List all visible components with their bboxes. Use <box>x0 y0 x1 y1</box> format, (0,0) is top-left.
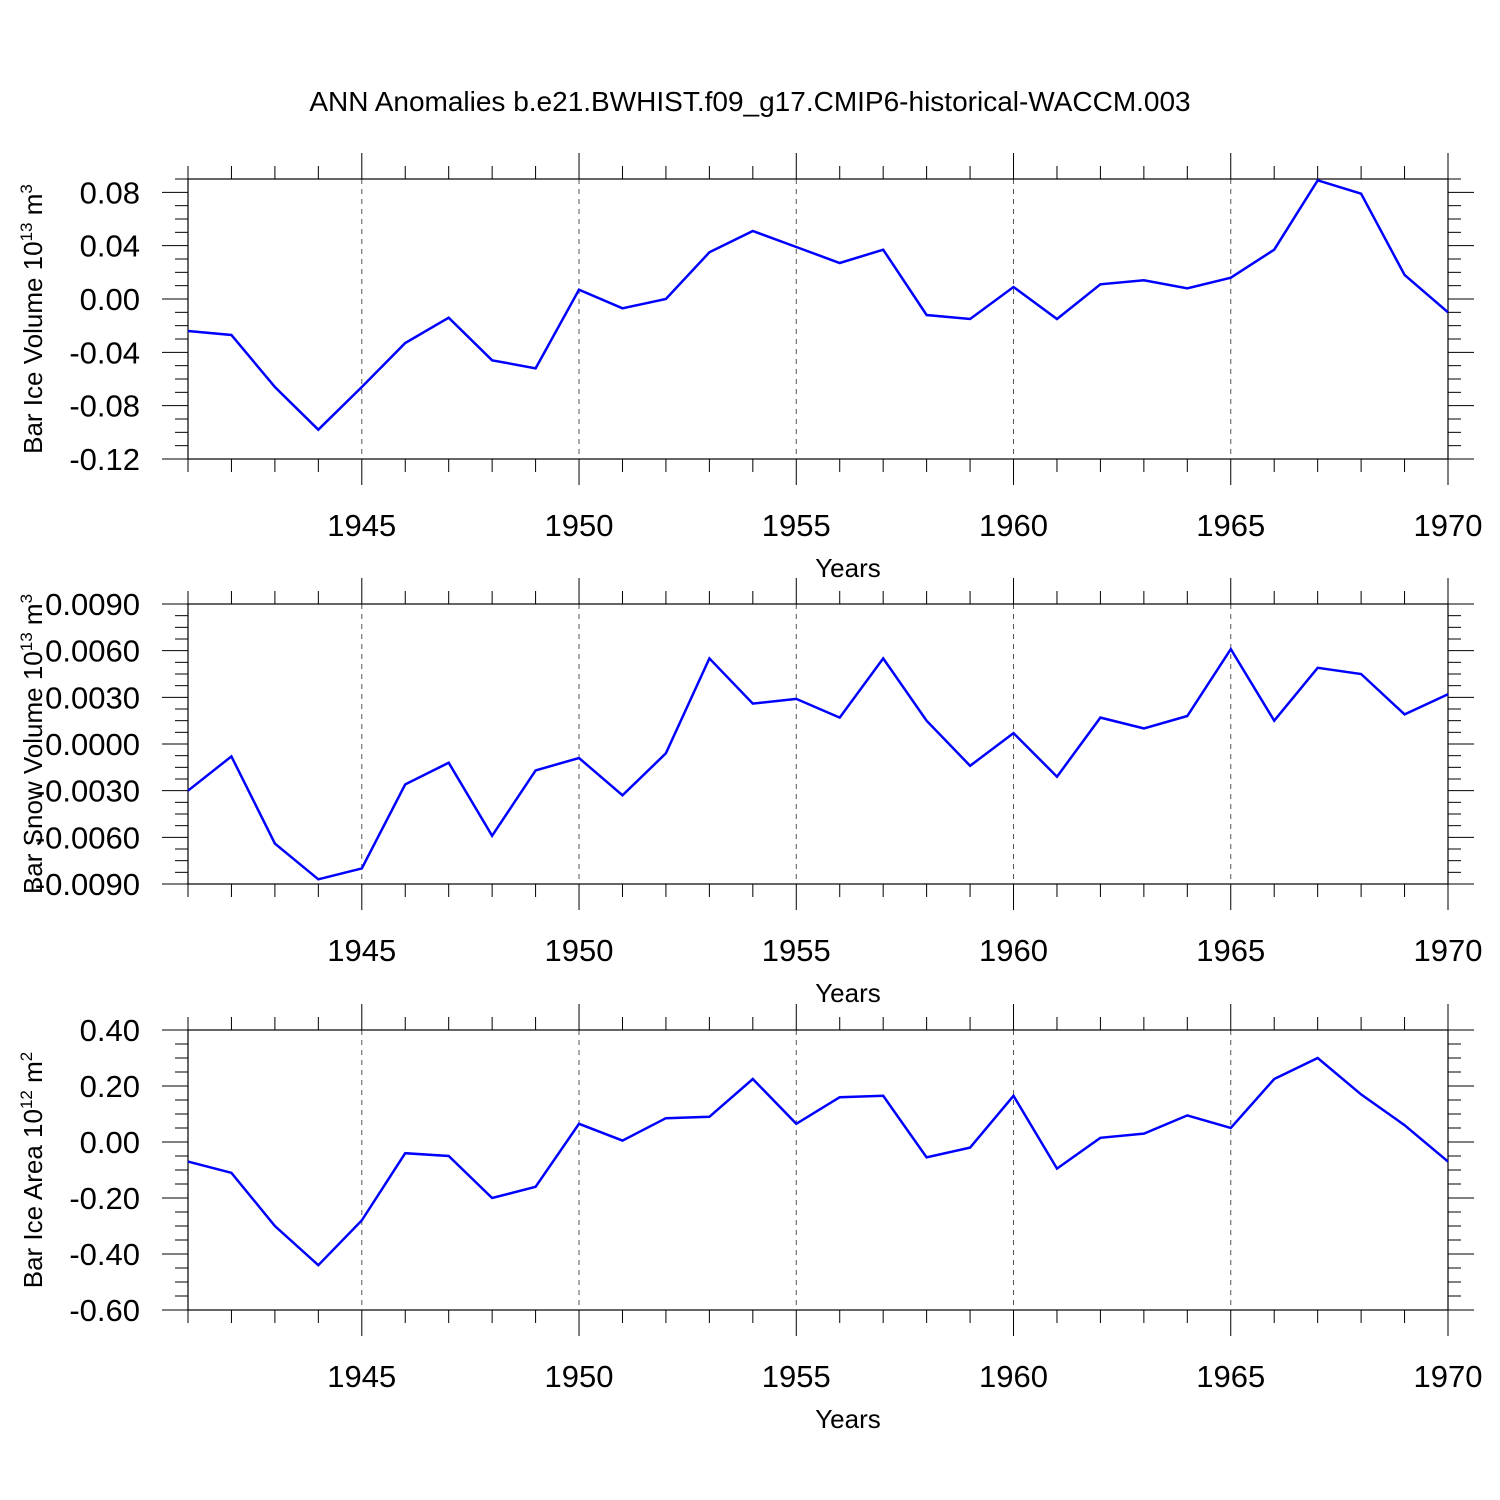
y-tick-label: 0.20 <box>80 1069 140 1104</box>
y-axis-title: Bar Snow Volume 1013 m3 <box>17 594 48 894</box>
y-axis-title-superscript: 13 <box>17 222 36 241</box>
figure-title: ANN Anomalies b.e21.BWHIST.f09_g17.CMIP6… <box>309 86 1191 117</box>
chart-panel-3: -0.60 -0.40 -0.20 0.00 0.20 0.40 1945 1950 1955 1… <box>17 1004 1482 1434</box>
x-axis-title: Years <box>815 978 881 1008</box>
y-axis-title-part: Bar Ice Area 10 <box>18 1109 48 1288</box>
chart-panel-2: -0.0090 -0.0060 -0.0030 0.0000 0.0030 0.0060 0… <box>17 578 1482 1008</box>
y-axis-title-part: m <box>18 194 48 223</box>
x-tick-label: 1960 <box>979 933 1048 968</box>
y-tick-label: 0.0090 <box>45 587 140 622</box>
x-axis-title: Years <box>815 1404 881 1434</box>
y-tick-label: -0.40 <box>69 1237 140 1272</box>
y-axis-title-superscript: 12 <box>17 1090 36 1109</box>
x-tick-label: 1945 <box>327 508 396 543</box>
x-tick-label: 1970 <box>1414 508 1483 543</box>
y-tick-label: -0.04 <box>69 335 140 370</box>
y-tick-label: -0.12 <box>69 442 140 477</box>
x-tick-label: 1950 <box>545 508 614 543</box>
y-axis-title-part: Bar Ice Volume 10 <box>18 241 48 453</box>
y-axis-title-superscript: 3 <box>17 184 36 193</box>
y-tick-label: 0.0000 <box>45 727 140 762</box>
x-tick-label: 1955 <box>762 933 831 968</box>
x-tick-label: 1945 <box>327 933 396 968</box>
plot-frame <box>187 178 1449 460</box>
x-tick-label: 1960 <box>979 1359 1048 1394</box>
x-tick-label: 1960 <box>979 508 1048 543</box>
y-tick-label: 0.00 <box>80 282 140 317</box>
plot-frame <box>187 603 1449 885</box>
x-tick-label: 1965 <box>1196 1359 1265 1394</box>
x-tick-label: 1970 <box>1414 1359 1483 1394</box>
y-axis-title-part: m <box>18 1061 48 1090</box>
x-tick-label: 1970 <box>1414 933 1483 968</box>
x-tick-label: 1955 <box>762 1359 831 1394</box>
series-line <box>187 1056 1449 1267</box>
y-tick-label: 0.00 <box>80 1125 140 1160</box>
y-tick-label: -0.0030 <box>35 774 140 809</box>
chart-panel-1: -0.12 -0.08 -0.04 0.00 0.04 0.08 1945 1950 1955 1… <box>17 153 1482 583</box>
x-tick-label: 1950 <box>545 1359 614 1394</box>
y-axis-title-part: Bar Snow Volume 10 <box>18 651 48 894</box>
x-tick-label: 1945 <box>327 1359 396 1394</box>
x-tick-label: 1950 <box>545 933 614 968</box>
y-tick-label: -0.0090 <box>35 867 140 902</box>
y-tick-label: 0.0060 <box>45 634 140 669</box>
y-axis-title-superscript: 2 <box>17 1052 36 1061</box>
y-tick-label: -0.0060 <box>35 820 140 855</box>
y-axis-title-superscript: 13 <box>17 632 36 651</box>
x-tick-label: 1965 <box>1196 508 1265 543</box>
series-line <box>187 178 1449 432</box>
y-tick-label: 0.08 <box>80 175 140 210</box>
y-axis-title: Bar Ice Volume 1013 m3 <box>17 184 48 454</box>
y-tick-label: -0.08 <box>69 389 140 424</box>
y-axis-title-superscript: 3 <box>17 594 36 603</box>
y-axis-title: Bar Ice Area 1012 m2 <box>17 1052 48 1289</box>
y-tick-label: 0.04 <box>80 229 140 264</box>
x-tick-label: 1965 <box>1196 933 1265 968</box>
x-axis-title: Years <box>815 553 881 583</box>
y-tick-label: -0.60 <box>69 1293 140 1328</box>
plot-frame <box>187 1029 1449 1311</box>
y-axis-title-part: m <box>18 603 48 632</box>
y-tick-label: 0.0030 <box>45 680 140 715</box>
x-tick-label: 1955 <box>762 508 831 543</box>
series-line <box>187 646 1449 881</box>
y-tick-label: 0.40 <box>80 1013 140 1048</box>
y-tick-label: -0.20 <box>69 1181 140 1216</box>
